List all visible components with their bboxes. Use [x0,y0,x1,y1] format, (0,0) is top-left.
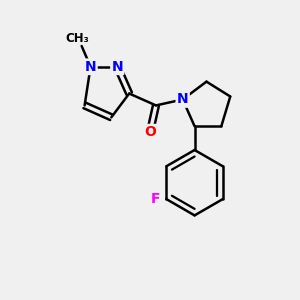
Text: N: N [112,60,123,74]
Text: N: N [85,60,96,74]
Text: O: O [144,125,156,139]
Text: F: F [151,192,160,206]
Text: N: N [177,92,188,106]
Text: CH₃: CH₃ [65,32,89,45]
